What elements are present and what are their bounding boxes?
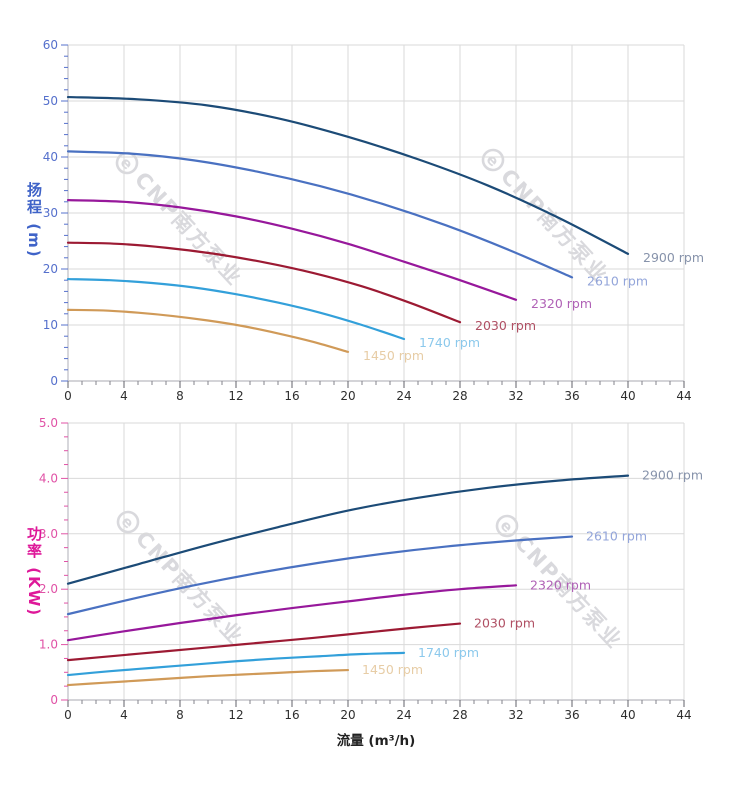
curve-2900-rpm xyxy=(66,474,630,585)
x-tick-label: 0 xyxy=(64,389,72,403)
x-tick-label: 4 xyxy=(120,389,128,403)
curve-label-2900-rpm: 2900 rpm xyxy=(643,250,704,265)
curve-label-2030-rpm: 2030 rpm xyxy=(474,616,535,631)
y-tick-label: 2.0 xyxy=(39,582,58,596)
y-tick-label: 5.0 xyxy=(39,416,58,430)
y-tick-label: 0 xyxy=(50,374,58,388)
power-axis-title: 功率 (KW) xyxy=(25,526,43,618)
head-axis-title: 扬程 (m) xyxy=(25,182,43,259)
x-tick-label: 44 xyxy=(676,389,691,403)
y-tick-label: 20 xyxy=(43,262,58,276)
curve-label-1740-rpm: 1740 rpm xyxy=(418,645,479,660)
cnp-watermark-text: CNP南方泵业 xyxy=(130,167,247,290)
y-tick-label: 30 xyxy=(43,206,58,220)
flow-axis-title: 流量 (m³/h) xyxy=(336,733,416,749)
y-tick-label: 40 xyxy=(43,150,58,164)
x-tick-label: 0 xyxy=(64,708,72,722)
curve-2320-rpm xyxy=(66,199,518,301)
x-tick-label: 8 xyxy=(176,708,184,722)
x-tick-label: 16 xyxy=(284,708,299,722)
x-tick-label: 44 xyxy=(676,708,691,722)
x-tick-label: 20 xyxy=(340,708,355,722)
x-tick-label: 40 xyxy=(620,389,635,403)
y-tick-label: 50 xyxy=(43,94,58,108)
curve-1450-rpm xyxy=(66,308,350,353)
x-tick-label: 24 xyxy=(396,708,411,722)
x-tick-label: 32 xyxy=(508,708,523,722)
x-tick-label: 28 xyxy=(452,389,467,403)
x-tick-label: 4 xyxy=(120,708,128,722)
curve-label-1450-rpm: 1450 rpm xyxy=(362,662,423,677)
curve-2610-rpm xyxy=(66,535,574,616)
x-tick-label: 20 xyxy=(340,389,355,403)
curve-label-2900-rpm: 2900 rpm xyxy=(642,468,703,483)
y-tick-label: 60 xyxy=(43,38,58,52)
curve-label-2320-rpm: 2320 rpm xyxy=(530,577,591,592)
curve-label-2030-rpm: 2030 rpm xyxy=(475,318,536,333)
curve-2030-rpm xyxy=(66,622,462,662)
cnp-watermark-text: CNP南方泵业 xyxy=(131,526,248,649)
x-tick-label: 40 xyxy=(620,708,635,722)
curve-2320-rpm xyxy=(66,584,518,642)
curve-label-2610-rpm: 2610 rpm xyxy=(587,273,648,288)
x-tick-label: 16 xyxy=(284,389,299,403)
x-tick-label: 28 xyxy=(452,708,467,722)
x-tick-label: 24 xyxy=(396,389,411,403)
curve-label-1450-rpm: 1450 rpm xyxy=(363,348,424,363)
curve-label-2320-rpm: 2320 rpm xyxy=(531,296,592,311)
x-tick-label: 36 xyxy=(564,389,579,403)
curve-1740-rpm xyxy=(66,277,406,341)
curve-2610-rpm xyxy=(66,150,574,279)
x-tick-label: 32 xyxy=(508,389,523,403)
y-tick-label: 3.0 xyxy=(39,527,58,541)
cnp-logo-watermark-icon xyxy=(115,151,139,175)
power-flow-chart: 0 4 8 12 16 20 24 28 32 36 40 44 0 1.0 2.0 3.0 4.0 5.0 290… xyxy=(39,416,703,722)
x-tick-label: 12 xyxy=(228,708,243,722)
y-tick-label: 4.0 xyxy=(39,471,58,485)
curve-1450-rpm xyxy=(66,668,350,687)
curve-1740-rpm xyxy=(66,651,406,677)
y-tick-label: 1.0 xyxy=(39,638,58,652)
curve-label-2610-rpm: 2610 rpm xyxy=(586,529,647,544)
x-tick-label: 12 xyxy=(228,389,243,403)
head-flow-chart: 0 4 8 12 16 20 24 28 32 36 40 44 0 10 20 30 40 50 60 2900 r… xyxy=(43,38,704,403)
curve-label-1740-rpm: 1740 rpm xyxy=(419,335,480,350)
curve-2900-rpm xyxy=(66,95,630,255)
cnp-logo-watermark-icon xyxy=(116,510,140,534)
y-tick-label: 0 xyxy=(50,693,58,707)
y-tick-label: 10 xyxy=(43,318,58,332)
x-tick-label: 8 xyxy=(176,389,184,403)
x-tick-label: 36 xyxy=(564,708,579,722)
cnp-logo-watermark-icon xyxy=(481,148,505,172)
curve-2030-rpm xyxy=(66,241,462,324)
